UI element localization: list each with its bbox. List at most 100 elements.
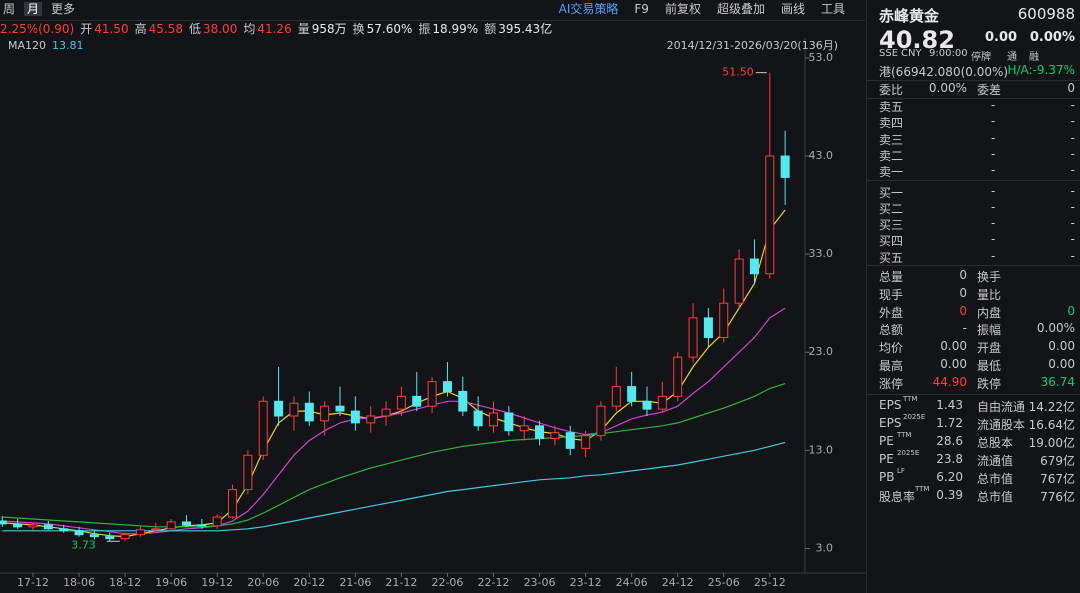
ma-line — [2, 441, 786, 532]
x-tick-label: 25-06 — [708, 576, 740, 589]
y-tick-label: 53.0 — [809, 51, 834, 64]
tool-button[interactable]: 前复权 — [664, 2, 701, 16]
tool-button[interactable]: 工具 — [820, 2, 845, 16]
metric-basis: 2025E — [897, 449, 920, 457]
candle-body — [197, 524, 207, 527]
level-price: - — [991, 183, 996, 198]
metric: PB — [879, 470, 895, 484]
finance-row: 股息率 TTM 0.39 总市值 776亿 — [879, 485, 1075, 505]
stat-label: 总额 — [879, 323, 904, 338]
level-volume: - — [1070, 163, 1075, 178]
candle-body — [28, 524, 38, 528]
range-label: 2014/12/31-2026/03/20(136月) — [667, 39, 838, 52]
quote-label: 高 — [134, 22, 147, 36]
tool-button[interactable]: F9 — [634, 2, 649, 16]
stat-value: 44.90 — [932, 374, 967, 389]
finance-row: EPS 2025E 1.72 流通股本 16.64亿 — [879, 413, 1075, 433]
level-volume: - — [1070, 146, 1075, 161]
candle-body — [304, 402, 314, 422]
stat-value: 36.74 — [1040, 374, 1075, 389]
quote-label: 量 — [297, 22, 310, 36]
candle-body — [13, 523, 23, 528]
quote-label: 换 — [352, 22, 365, 36]
y-tick-label: 33.0 — [809, 247, 834, 260]
tools: AI交易策略 F9 前复权 超级叠加 画线 工具 — [549, 0, 851, 17]
x-tick-label: 19-12 — [201, 576, 233, 589]
x-tick-label: 22-12 — [478, 576, 510, 589]
level-price: - — [991, 232, 996, 247]
quote-label: 额 — [484, 22, 497, 36]
stat-row: 最高 0.00 最低 0.00 — [879, 357, 1075, 374]
level-name: 买五 — [879, 250, 904, 265]
candle-body — [243, 454, 253, 491]
level-volume: - — [1070, 183, 1075, 198]
candle-body — [135, 529, 145, 536]
item-value: 776亿 — [1040, 490, 1075, 504]
candle-body — [504, 412, 514, 432]
candle-body — [396, 395, 406, 410]
candle-body — [228, 489, 238, 518]
candle-body — [182, 521, 191, 526]
y-tick-label: 23.0 — [809, 345, 834, 358]
order-level: 卖五 - - — [879, 98, 1075, 115]
quote-value: 41.26 — [257, 22, 292, 36]
tool-button[interactable]: 超级叠加 — [716, 2, 765, 16]
candle-body — [550, 432, 560, 440]
order-level: 卖三 - - — [879, 131, 1075, 148]
stat-value: 0.00 — [940, 357, 967, 371]
candle-body — [166, 521, 176, 530]
level-name: 卖二 — [879, 148, 904, 163]
stat-value: 0.00% — [1036, 321, 1075, 336]
tool-button[interactable]: AI交易策略 — [558, 2, 619, 16]
candle-body — [89, 534, 99, 538]
item-label: 总股本 — [977, 436, 1014, 450]
candle-body — [673, 356, 683, 397]
candle-body — [627, 386, 637, 402]
level-name: 买三 — [879, 218, 904, 233]
order-level: 卖一 - - — [879, 163, 1075, 180]
period-tab[interactable]: 更多 — [51, 2, 76, 16]
y-tick-label: 13.0 — [809, 443, 834, 456]
stat-row: 总额 - 振幅 0.00% — [879, 321, 1075, 338]
candle-body — [535, 425, 545, 440]
metric-basis: TTM — [903, 395, 918, 403]
stat-label: 跌停 — [977, 376, 1002, 391]
separator — [867, 98, 1080, 99]
stat-label: 涨停 — [879, 376, 904, 391]
y-tick-label: 43.0 — [809, 149, 834, 162]
period-tab[interactable]: 周 — [3, 2, 16, 16]
candle-body — [565, 432, 575, 449]
stat-label: 振幅 — [977, 323, 1002, 338]
level-volume: - — [1070, 98, 1075, 112]
order-level: 买三 - - — [879, 216, 1075, 233]
metric-basis: TTM — [897, 431, 912, 439]
metric-value: 6.20 — [936, 470, 963, 484]
candle-body — [734, 258, 744, 304]
quote-label: 振 — [418, 22, 431, 36]
level-volume: - — [1070, 216, 1075, 231]
candle-body — [719, 302, 729, 339]
annotation-label: 51.50 — [722, 66, 754, 79]
candle-body — [412, 395, 422, 407]
candle-body — [381, 408, 391, 417]
period-tab[interactable]: 月 — [24, 2, 43, 16]
order-level: 买五 - - — [879, 249, 1075, 266]
stat-label: 开盘 — [977, 341, 1002, 356]
order-level: 买四 - - — [879, 232, 1075, 249]
stat-label: 均价 — [879, 341, 904, 356]
toolbar: 周月更多 AI交易策略 F9 前复权 超级叠加 画线 工具 — [0, 0, 865, 21]
candle-body — [688, 317, 698, 358]
tool-button[interactable]: 画线 — [780, 2, 805, 16]
ratio: 0 — [1067, 81, 1075, 95]
stock-header: 赤峰黄金 600988 — [879, 5, 1075, 25]
candle-body — [366, 415, 376, 424]
badge: 融 — [1029, 52, 1039, 63]
separator — [867, 80, 1080, 81]
y-tick-label: 3.0 — [816, 541, 834, 554]
candle-body — [258, 400, 268, 456]
candle-body — [274, 400, 284, 417]
item-label: 流通股本 — [977, 418, 1026, 432]
stat-label: 内盘 — [977, 305, 1002, 320]
ma-line — [2, 209, 786, 538]
change: 2.25%(0.90) — [0, 22, 75, 36]
